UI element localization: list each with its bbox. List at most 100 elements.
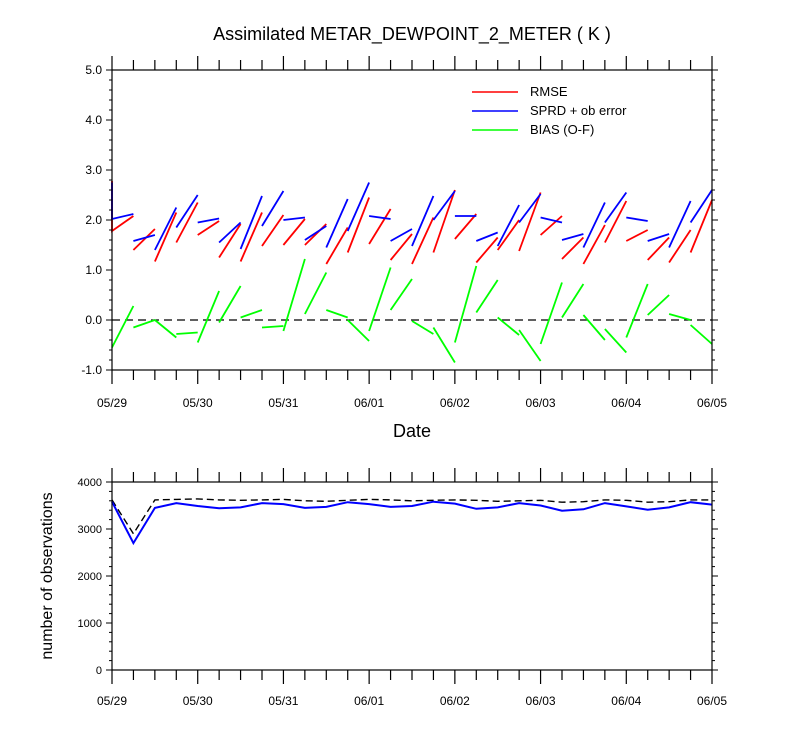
bottom-x-tick-label: 06/02 (440, 694, 470, 708)
series-possible (111, 498, 712, 536)
bottom-chart-ticks: 0 1000 2000 3000 4000 05/29 05/30 05/31 06/01 06/… (78, 468, 727, 708)
bias-o-f-segment-8 (282, 258, 306, 332)
bias-o-f-segment-16 (454, 265, 478, 343)
bias-o-f-segment-6 (240, 309, 263, 319)
bias-o-f-segment-10 (326, 309, 348, 319)
sprd-ob-error-segment-24 (626, 216, 648, 222)
bias-o-f-segment-15 (432, 327, 456, 363)
bias-o-f-segment-19 (518, 329, 542, 362)
bias-o-f-segment-2 (154, 319, 177, 339)
rmse-segment-17 (475, 236, 499, 264)
sprd-ob-error-segment-23 (604, 191, 628, 224)
sprd-ob-error-segment-5 (218, 221, 242, 244)
rmse-segment-27 (689, 199, 713, 253)
top-y-tick-label: 1.0 (85, 263, 102, 277)
sprd-ob-error-segment-20 (540, 216, 563, 224)
rmse-segment-12 (368, 208, 392, 245)
bias-o-f-segment-13 (389, 278, 413, 311)
top-y-tick-label: 5.0 (85, 63, 102, 77)
series-bias-o-f (111, 258, 713, 363)
top-x-tick-label: 05/29 (97, 396, 127, 410)
top-x-tick-label: 06/01 (354, 396, 384, 410)
sprd-ob-error-segment-6 (239, 195, 263, 250)
bias-o-f-segment-7 (261, 325, 284, 329)
rmse-segment-8 (282, 218, 306, 246)
sprd-ob-error-segment-10 (325, 198, 349, 248)
bias-o-f-segment-3 (176, 331, 198, 335)
sprd-ob-error-segment-13 (390, 228, 413, 242)
bias-o-f-segment-22 (582, 314, 606, 341)
top-x-tick-label: 06/03 (526, 396, 556, 410)
bias-o-f-segment-24 (625, 283, 649, 338)
rmse-segment-21 (561, 236, 585, 260)
bias-o-f-segment-17 (475, 279, 499, 313)
top-chart-series-layer (111, 181, 713, 363)
bias-o-f-segment-4 (196, 290, 220, 343)
bias-o-f-segment-21 (561, 283, 585, 318)
top-y-tick-label: 3.0 (85, 163, 102, 177)
top-chart-ticks: -1.0 0.0 1.0 2.0 3.0 4.0 5.0 05/29 05/30 05/31 06/… (81, 56, 727, 410)
sprd-ob-error-segment-2 (154, 207, 178, 251)
bottom-x-tick-label: 05/31 (268, 694, 298, 708)
rmse-segment-15 (432, 189, 456, 253)
top-x-tick-label: 06/04 (611, 396, 641, 410)
rmse-segment-18 (496, 219, 520, 251)
top-x-tick-label: 05/31 (268, 396, 298, 410)
top-chart-xlabel: Date (393, 421, 431, 441)
sprd-ob-error-segment-18 (496, 204, 520, 247)
sprd-ob-error-segment-11 (346, 182, 370, 232)
bottom-x-tick-label: 06/04 (611, 694, 641, 708)
rmse-segment-20 (540, 215, 563, 236)
series-rmse (111, 181, 713, 265)
bias-o-f-segment-23 (604, 328, 627, 354)
sprd-ob-error-segment-3 (175, 194, 199, 228)
bottom-x-tick-label: 06/05 (697, 694, 727, 708)
bias-o-f-segment-18 (497, 316, 520, 336)
top-chart-panel: -1.0 0.0 1.0 2.0 3.0 4.0 5.0 05/29 05/30 05/31 06/… (81, 56, 727, 410)
top-chart-title: Assimilated METAR_DEWPOINT_2_METER ( K ) (213, 24, 611, 45)
sprd-ob-error-segment-14 (411, 195, 435, 247)
sprd-ob-error-segment-25 (647, 233, 670, 242)
rmse-segment-7 (261, 214, 285, 247)
rmse-segment-16 (454, 213, 477, 240)
bias-o-f-segment-25 (647, 294, 670, 316)
sprd-ob-error-segment-22 (582, 202, 606, 248)
bottom-x-tick-label: 06/01 (354, 694, 384, 708)
sprd-ob-error-segment-19 (518, 193, 542, 224)
rmse-segment-24 (625, 229, 649, 242)
sprd-ob-error-segment-17 (475, 231, 499, 242)
top-x-tick-label: 06/02 (440, 396, 470, 410)
bias-o-f-segment-9 (304, 272, 328, 315)
bias-o-f-segment-11 (347, 319, 370, 342)
top-y-tick-label: 2.0 (85, 213, 102, 227)
bias-o-f-segment-5 (218, 285, 242, 323)
bottom-chart-ylabel: number of observations (39, 492, 56, 659)
top-chart-legend: RMSE SPRD + ob error BIAS (O-F) (472, 84, 627, 137)
rmse-segment-2 (154, 212, 178, 262)
series-assimilated (111, 500, 713, 546)
bias-o-f-segment-27 (690, 324, 713, 345)
bias-o-f-segment-12 (368, 267, 392, 332)
legend-label-sprd: SPRD + ob error (530, 103, 627, 118)
bias-o-f-segment-26 (668, 313, 691, 321)
rmse-segment-10 (325, 227, 349, 265)
bottom-chart-series-layer (111, 498, 713, 546)
top-x-tick-label: 05/30 (183, 396, 213, 410)
rmse-segment-25 (647, 236, 670, 261)
top-y-tick-label: 4.0 (85, 113, 102, 127)
rmse-segment-26 (668, 229, 692, 263)
legend-label-bias: BIAS (O-F) (530, 122, 594, 137)
sprd-ob-error-segment-7 (261, 190, 285, 227)
rmse-segment-23 (604, 200, 628, 243)
rmse-segment-11 (346, 197, 370, 253)
bias-o-f-segment-20 (539, 282, 563, 345)
sprd-ob-error-segment-9 (304, 225, 327, 241)
rmse-segment-5 (218, 223, 242, 258)
rmse-segment-1 (132, 228, 156, 251)
bias-o-f-segment-0 (111, 305, 135, 348)
sprd-ob-error-segment-15 (432, 190, 456, 221)
sprd-ob-error-segment-4 (197, 217, 220, 224)
top-y-tick-label: 0.0 (85, 313, 102, 327)
top-x-tick-label: 06/05 (697, 396, 727, 410)
